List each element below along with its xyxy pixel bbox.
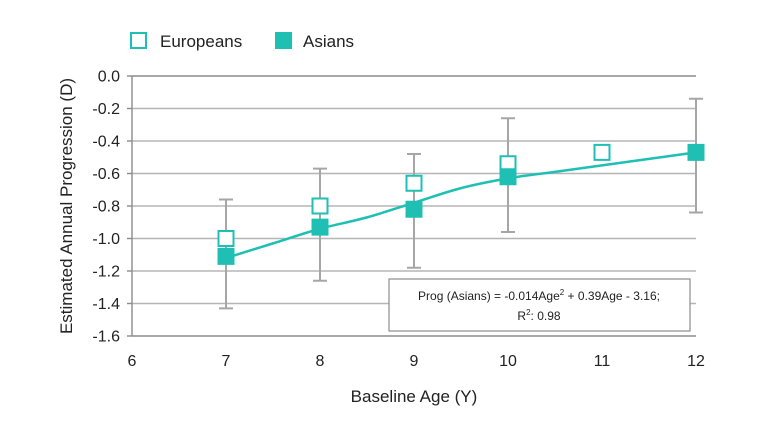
legend: Europeans Asians	[130, 32, 354, 51]
y-tick-label: 0.0	[98, 69, 120, 86]
legend-label-europeans: Europeans	[160, 32, 242, 51]
marker-asians	[499, 168, 517, 186]
marker-europeans	[217, 230, 235, 247]
x-tick-label: 7	[222, 353, 231, 370]
y-tick-label: -0.4	[92, 134, 120, 151]
marker-asians	[405, 200, 423, 218]
y-tick-label: -1.2	[92, 264, 120, 281]
equation-box: Prog (Asians) = -0.014Age2 + 0.39Age - 3…	[388, 278, 691, 332]
marker-europeans	[405, 174, 423, 192]
y-tick-label: -1.4	[92, 296, 120, 313]
y-axis-label: Estimated Annual Progression (D)	[57, 78, 76, 334]
y-tick-labels: 0.0 -0.2 -0.4 -0.6 -0.8 -1.0 -1.2 -1.4 -1.6	[92, 69, 120, 346]
y-tick-label: -1.6	[92, 329, 120, 346]
legend-marker-europeans	[130, 32, 147, 49]
equation-line-2: R2: 0.98	[517, 308, 560, 323]
legend-label-asians: Asians	[303, 32, 354, 51]
equation-box-border	[388, 278, 691, 332]
y-tick-label: -0.6	[92, 166, 120, 183]
error-bars	[219, 97, 703, 310]
x-tick-label: 12	[687, 353, 705, 370]
x-tick-label: 9	[410, 353, 419, 370]
y-tick-label: -0.8	[92, 199, 120, 216]
marker-asians	[217, 247, 235, 265]
axes	[127, 75, 696, 337]
marker-asians	[311, 218, 329, 236]
x-axis-label: Baseline Age (Y)	[351, 387, 478, 406]
marker-europeans	[593, 143, 611, 161]
equation-line-1: Prog (Asians) = -0.014Age2 + 0.39Age - 3…	[418, 288, 660, 303]
legend-marker-asians	[275, 32, 292, 49]
x-tick-label: 6	[128, 353, 137, 370]
x-tick-label: 8	[316, 353, 325, 370]
y-tick-label: -1.0	[92, 231, 120, 248]
marker-asians	[687, 143, 705, 161]
fit-line	[225, 151, 697, 260]
x-tick-labels: 6 7 8 9 10 11 12	[128, 353, 705, 370]
y-tick-label: -0.2	[92, 101, 120, 118]
x-tick-label: 11	[594, 353, 611, 370]
marker-europeans	[311, 197, 329, 215]
x-tick-label: 10	[499, 353, 517, 370]
data-markers	[217, 143, 705, 265]
